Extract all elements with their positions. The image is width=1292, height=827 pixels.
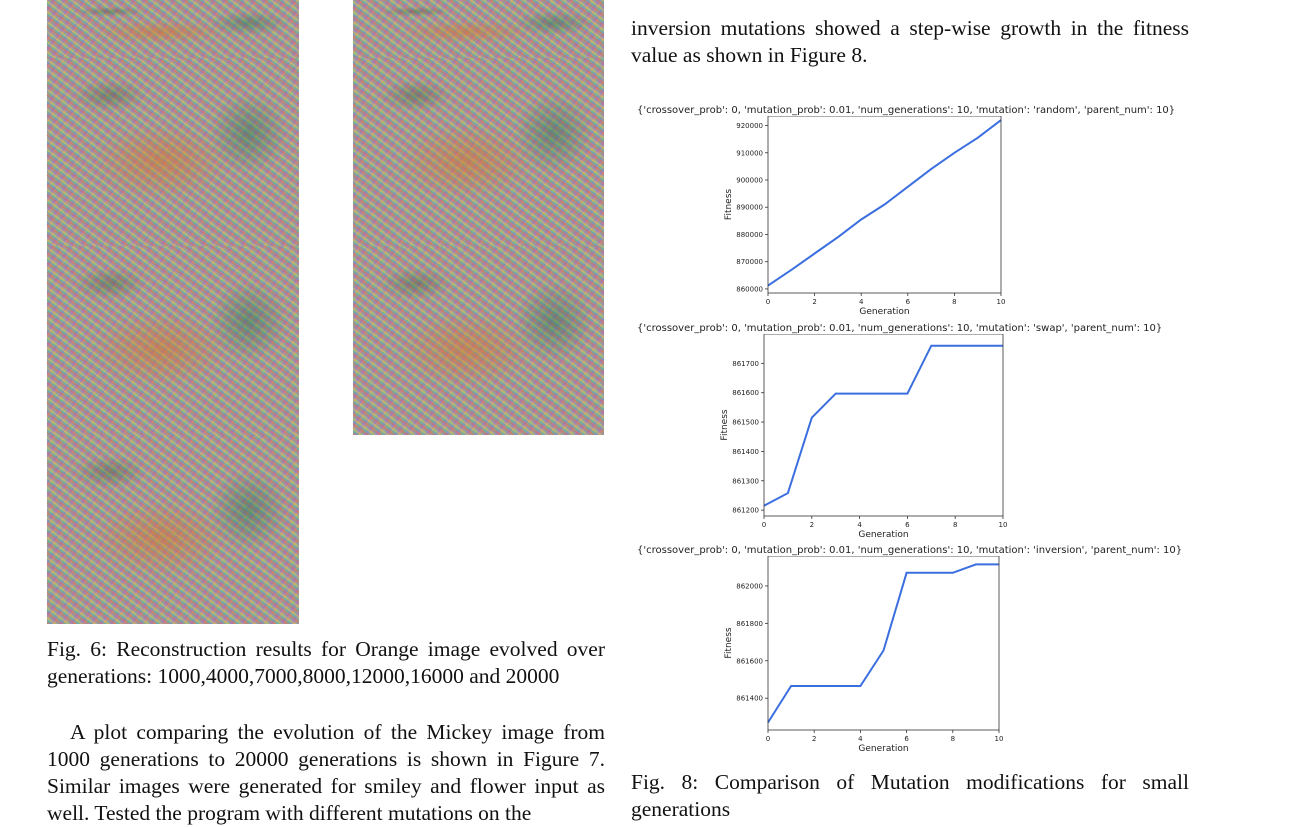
orange-reconstruction-column-1 bbox=[47, 0, 299, 624]
y-tick-label: 870000 bbox=[736, 258, 763, 266]
x-tick-label: 4 bbox=[858, 735, 863, 743]
x-tick-label: 2 bbox=[810, 521, 814, 529]
chart-title: {'crossover_prob': 0, 'mutation_prob': 0… bbox=[637, 545, 1182, 556]
y-axis-label: Fitness bbox=[724, 189, 734, 220]
y-tick-label: 910000 bbox=[736, 149, 763, 157]
orange-reconstruction-image bbox=[353, 246, 604, 435]
y-tick-label: 900000 bbox=[736, 176, 763, 184]
y-tick-label: 861800 bbox=[736, 620, 763, 628]
chart-title: {'crossover_prob': 0, 'mutation_prob': 0… bbox=[637, 105, 1175, 116]
x-tick-label: 2 bbox=[812, 735, 816, 743]
x-tick-label: 0 bbox=[766, 735, 770, 743]
orange-reconstruction-image bbox=[47, 434, 299, 624]
y-tick-label: 861300 bbox=[732, 477, 759, 485]
x-axis-label: Generation bbox=[858, 744, 908, 754]
x-tick-label: 10 bbox=[999, 521, 1008, 529]
x-tick-label: 0 bbox=[766, 298, 770, 306]
y-tick-label: 861500 bbox=[732, 419, 759, 427]
series-line bbox=[764, 346, 1003, 506]
fitness-chart-swap: 0 2 4 6 8 10 861200 861300 861400 861500 861600 861… bbox=[716, 334, 1016, 544]
x-tick-label: 8 bbox=[951, 735, 955, 743]
y-tick-label: 861400 bbox=[736, 695, 763, 703]
y-tick-label: 862000 bbox=[736, 582, 763, 590]
y-tick-label: 890000 bbox=[736, 204, 763, 212]
plot-frame bbox=[764, 334, 1003, 516]
x-tick-label: 8 bbox=[953, 521, 957, 529]
intro-paragraph: inversion mutations showed a step-wise g… bbox=[631, 15, 1189, 69]
y-tick-label: 920000 bbox=[736, 122, 763, 130]
plot-frame bbox=[768, 556, 999, 730]
chart-title: {'crossover_prob': 0, 'mutation_prob': 0… bbox=[637, 323, 1162, 334]
x-tick-label: 6 bbox=[904, 735, 909, 743]
x-tick-label: 8 bbox=[952, 298, 956, 306]
x-tick-label: 0 bbox=[762, 521, 766, 529]
x-axis-label: Generation bbox=[859, 307, 909, 317]
y-tick-label: 880000 bbox=[736, 231, 763, 239]
fig6-caption: Fig. 6: Reconstruction results for Orang… bbox=[47, 636, 605, 690]
x-tick-label: 2 bbox=[812, 298, 816, 306]
y-axis-label: Fitness bbox=[724, 627, 734, 658]
y-tick-label: 861700 bbox=[732, 360, 759, 368]
x-tick-label: 6 bbox=[906, 298, 911, 306]
x-tick-label: 10 bbox=[995, 735, 1004, 743]
y-tick-label: 861600 bbox=[736, 657, 763, 665]
x-tick-label: 4 bbox=[857, 521, 862, 529]
y-tick-label: 861200 bbox=[732, 507, 759, 515]
orange-reconstruction-column-2 bbox=[353, 0, 604, 435]
fitness-chart-random: 0 2 4 6 8 10 860000 870000 880000 890000 900000 910… bbox=[716, 116, 1016, 321]
fitness-chart-inversion: 0 2 4 6 8 10 861400 861600 861800 862000 Generatio… bbox=[716, 556, 1016, 758]
x-tick-label: 6 bbox=[905, 521, 910, 529]
y-tick-label: 860000 bbox=[736, 285, 763, 293]
y-tick-label: 861400 bbox=[732, 448, 759, 456]
x-tick-label: 10 bbox=[997, 298, 1006, 306]
orange-reconstruction-image bbox=[353, 0, 604, 59]
series-line bbox=[768, 564, 999, 722]
orange-reconstruction-image bbox=[47, 58, 299, 247]
body-paragraph: A plot comparing the evolution of the Mi… bbox=[47, 719, 605, 827]
series-line bbox=[768, 120, 1001, 286]
x-axis-label: Generation bbox=[858, 530, 908, 540]
fig8-caption: Fig. 8: Comparison of Mutation modificat… bbox=[631, 769, 1189, 823]
x-tick-label: 4 bbox=[859, 298, 864, 306]
y-axis-label: Fitness bbox=[720, 409, 730, 440]
orange-reconstruction-image bbox=[47, 0, 299, 59]
orange-reconstruction-image bbox=[353, 58, 604, 247]
orange-reconstruction-image bbox=[47, 246, 299, 435]
y-tick-label: 861600 bbox=[732, 389, 759, 397]
